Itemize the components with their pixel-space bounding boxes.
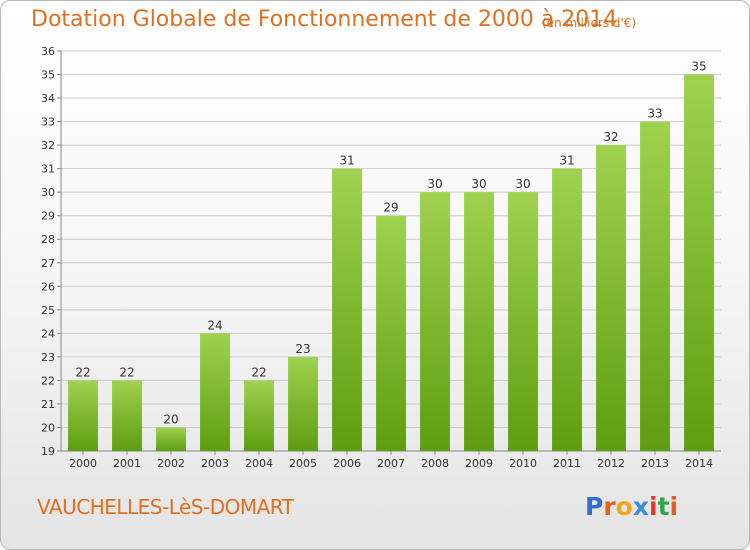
bar-2006 [332, 168, 362, 451]
logo-letter: x [632, 492, 649, 521]
x-tick-label-2011: 2011 [553, 457, 581, 470]
y-tick-label: 20 [41, 421, 55, 434]
value-label-2013: 33 [647, 107, 662, 121]
bar-2009 [464, 192, 494, 452]
value-label-2006: 31 [339, 154, 354, 168]
y-tick-label: 21 [41, 398, 55, 411]
x-tick-label-2013: 2013 [641, 457, 669, 470]
value-label-2007: 29 [383, 201, 398, 215]
value-label-2005: 23 [295, 342, 310, 356]
value-label-2012: 32 [603, 130, 618, 144]
value-label-2003: 24 [207, 318, 222, 332]
y-tick-label: 32 [41, 139, 55, 152]
value-label-2014: 35 [691, 60, 706, 74]
y-tick-label: 22 [41, 374, 55, 387]
y-tick-label: 25 [41, 304, 55, 317]
y-tick-label: 27 [41, 257, 55, 270]
y-tick-label: 36 [41, 45, 55, 58]
x-tick-label-2003: 2003 [201, 457, 229, 470]
logo-letter: i [669, 492, 679, 521]
bar-2003 [200, 333, 230, 451]
bar-2010 [508, 192, 538, 452]
bar-2004 [244, 380, 274, 451]
x-tick-label-2006: 2006 [333, 457, 361, 470]
value-label-2011: 31 [559, 154, 574, 168]
x-tick-label-2005: 2005 [289, 457, 317, 470]
value-label-2000: 22 [75, 365, 90, 379]
bar-2013 [640, 121, 670, 452]
x-tick-label-2014: 2014 [685, 457, 713, 470]
value-label-2009: 30 [471, 177, 486, 191]
y-tick-label: 34 [41, 92, 55, 105]
value-label-2010: 30 [515, 177, 530, 191]
labels: 19 20 21 22 23 24 25 26 27 28 29 30 31 32 33 34 35 36 22 20… [41, 45, 713, 470]
bar-2002 [156, 427, 186, 451]
bars [68, 74, 714, 452]
logo-letter: P [585, 492, 604, 521]
logo-letter: r [603, 492, 616, 521]
y-tick-label: 26 [41, 280, 55, 293]
y-tick-label: 23 [41, 351, 55, 364]
bar-2000 [68, 380, 98, 451]
x-tick-label-2004: 2004 [245, 457, 273, 470]
logo-letter: i [649, 492, 658, 521]
y-tick-label: 29 [41, 210, 55, 223]
bar-2014 [684, 74, 714, 451]
chart-title: Dotation Globale de Fonctionnement de 20… [31, 7, 618, 32]
x-tick-label-2007: 2007 [377, 457, 405, 470]
bar-2005 [288, 356, 318, 451]
x-tick-label-2010: 2010 [509, 457, 537, 470]
logo-letter: o [615, 492, 633, 521]
x-tick-label-2012: 2012 [597, 457, 625, 470]
value-label-2008: 30 [427, 177, 442, 191]
x-tick-label-2002: 2002 [157, 457, 185, 470]
commune-name: VAUCHELLES-LèS-DOMART [37, 495, 294, 519]
x-tick-label-2008: 2008 [421, 457, 449, 470]
y-tick-label: 28 [41, 233, 55, 246]
bar-2012 [596, 145, 626, 451]
x-tick-label-2001: 2001 [113, 457, 141, 470]
y-tick-label: 30 [41, 186, 55, 199]
y-tick-label: 33 [41, 116, 55, 129]
bar-2011 [552, 168, 582, 451]
value-label-2004: 22 [251, 365, 266, 379]
proxiti-logo: Proxiti [585, 492, 678, 521]
bar-2001 [112, 380, 142, 451]
value-label-2002: 20 [163, 412, 178, 426]
y-tick-label: 35 [41, 69, 55, 82]
chart-unit-label: (en milliers d'€) [542, 16, 637, 30]
bar-2007 [376, 215, 406, 451]
value-label-2001: 22 [119, 365, 134, 379]
bar-2008 [420, 192, 450, 452]
y-tick-label: 24 [41, 327, 55, 340]
y-tick-label: 31 [41, 163, 55, 176]
logo-letter: t [657, 492, 670, 521]
y-tick-label: 19 [41, 445, 55, 458]
x-tick-label-2009: 2009 [465, 457, 493, 470]
x-tick-label-2000: 2000 [69, 457, 97, 470]
